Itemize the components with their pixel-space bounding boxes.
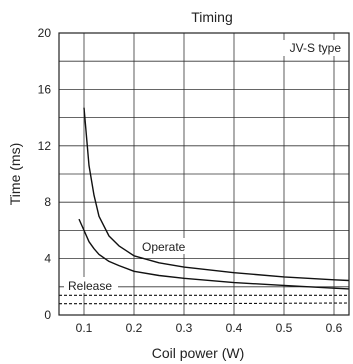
x-tick-label-4: 0.5 — [276, 321, 293, 335]
x-tick-label-2: 0.3 — [176, 321, 193, 335]
chart-title: Timing — [191, 9, 233, 25]
series-line-1 — [78, 218, 350, 290]
plot-frame — [58, 32, 350, 316]
y-tick-label-1: 4 — [44, 252, 51, 266]
series-line-3 — [59, 302, 350, 305]
type-label-bg — [283, 40, 345, 56]
operate-label-bg — [138, 238, 192, 254]
y-tick-label-3: 12 — [38, 139, 52, 153]
x-tick-label-1: 0.2 — [126, 321, 143, 335]
release-label-bg — [64, 277, 118, 293]
operate-label: Operate — [142, 240, 186, 254]
x-axis-label: Coil power (W) — [152, 345, 245, 361]
y-tick-label-5: 20 — [38, 26, 52, 40]
series-line-0 — [83, 107, 350, 282]
x-tick-label-0: 0.1 — [76, 321, 93, 335]
series-layer — [59, 107, 350, 305]
y-tick-label-2: 8 — [44, 195, 51, 209]
x-tick-label-5: 0.6 — [326, 321, 343, 335]
grid — [59, 33, 349, 315]
x-tick-label-3: 0.4 — [226, 321, 243, 335]
y-tick-label-4: 16 — [38, 82, 52, 96]
type-label: JV-S type — [290, 41, 342, 55]
tick-labels: 0.1 0.2 0.3 0.4 0.5 0.6 0 4 8 12 16 20 — [38, 26, 343, 335]
release-label: Release — [68, 279, 112, 293]
y-tick-label-0: 0 — [44, 308, 51, 322]
y-axis-label: Time (ms) — [7, 143, 23, 205]
